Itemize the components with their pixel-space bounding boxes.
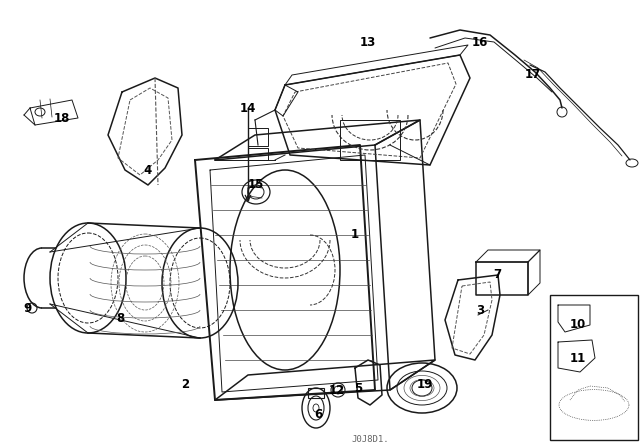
Text: 5: 5 <box>354 382 362 395</box>
Text: 10: 10 <box>570 319 586 332</box>
Text: J0J8D1.: J0J8D1. <box>351 435 389 444</box>
Bar <box>550 295 638 440</box>
Text: 12: 12 <box>329 383 345 396</box>
Bar <box>248 148 268 160</box>
Bar <box>308 388 324 398</box>
Text: 14: 14 <box>240 102 256 115</box>
Text: 18: 18 <box>54 112 70 125</box>
Text: 17: 17 <box>525 69 541 82</box>
Bar <box>340 120 400 160</box>
Text: 13: 13 <box>360 35 376 48</box>
Text: 4: 4 <box>144 164 152 177</box>
Text: 15: 15 <box>248 178 264 191</box>
Text: 7: 7 <box>493 268 501 281</box>
Text: 1: 1 <box>351 228 359 241</box>
Text: 9: 9 <box>24 302 32 314</box>
Text: 6: 6 <box>314 409 322 422</box>
Text: 11: 11 <box>570 352 586 365</box>
Text: 8: 8 <box>116 311 124 324</box>
Bar <box>248 128 268 146</box>
Text: 2: 2 <box>181 379 189 392</box>
Text: 19: 19 <box>417 379 433 392</box>
Text: 16: 16 <box>472 35 488 48</box>
Text: 3: 3 <box>476 303 484 316</box>
